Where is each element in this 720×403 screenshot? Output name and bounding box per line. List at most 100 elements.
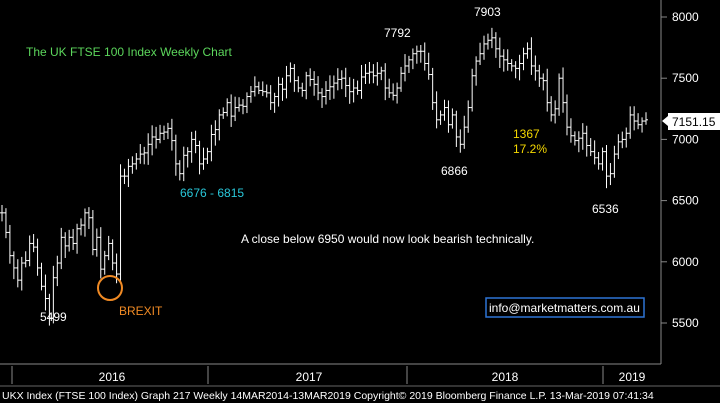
price-bar [63,232,68,259]
x-label-2018: 2018 [492,370,519,384]
price-bar [146,133,151,165]
price-bar [233,96,238,122]
x-axis-period-labels: 2016 2017 2018 2019 [11,366,646,384]
price-bar [446,100,451,133]
y-tick-label: 6500 [672,194,699,208]
price-bar [110,239,115,271]
price-bar [402,54,407,82]
price-bar [497,37,502,68]
price-bar [600,147,605,171]
price-bar [379,66,384,81]
price-bar [537,64,542,87]
price-bar [0,204,4,222]
price-bar [430,67,435,110]
price-bar [43,274,48,311]
price-bar [94,228,99,257]
price-bar [580,123,585,150]
x-label-2016: 2016 [99,370,126,384]
price-bar [181,146,186,182]
price-bar [509,59,514,72]
price-bar [320,88,325,108]
price-bar [126,158,131,187]
price-bar [169,118,174,151]
price-bar [98,227,103,279]
price-bar [331,75,336,99]
price-bar [557,73,562,116]
price-bar [644,112,648,125]
price-bar [363,64,368,85]
price-bar [478,42,483,65]
price-bar [470,68,475,112]
price-bar [75,223,80,254]
price-bar [209,124,214,162]
price-bar [387,78,392,98]
price-bar [513,61,518,79]
price-bar [568,118,573,143]
price-bar [276,76,281,107]
price-bar [280,77,285,101]
price-bar [395,82,400,104]
price-bar [201,147,206,170]
annotation-range: 6676 - 6815 [180,186,244,200]
price-bar [268,85,273,110]
annotation-bearish-note: A close below 6950 would now look bearis… [241,232,534,246]
price-bar [339,70,344,90]
price-bar [244,92,249,114]
price-bar [636,113,641,130]
price-bar [399,66,404,92]
price-bar [292,64,297,92]
price-bar [549,96,554,122]
price-bar [304,71,309,100]
price-bar [561,67,566,113]
price-bar [553,100,558,124]
price-bar [391,83,396,101]
price-bar [624,127,629,148]
price-bar [485,33,490,50]
price-bar [525,42,530,59]
price-bar [252,76,257,97]
price-bar [462,115,467,149]
price-bar [359,64,364,99]
price-bar [237,97,242,112]
price-bar [529,37,534,75]
price-bar [608,163,613,186]
price-bar [596,151,601,170]
price-bar [165,122,170,140]
price-bar [517,54,522,81]
price-bar [106,235,111,261]
price-bar [347,77,352,104]
price-bar [482,35,487,60]
price-bar [67,229,72,252]
price-bar [11,251,16,280]
price-bar [59,227,64,270]
price-bar [173,134,178,176]
annotation-low-6536: 6536 [592,202,619,216]
price-bar [572,131,577,146]
price-bar [158,124,163,144]
price-bar [533,55,538,81]
price-bar [343,67,348,98]
price-bar [474,56,479,86]
price-bar [312,71,317,96]
price-bar [221,107,226,119]
price-bar [489,27,494,49]
price-bar [27,235,32,267]
last-price-box [668,113,720,130]
price-bar [272,92,277,113]
brexit-circle [97,275,123,301]
price-bar [640,117,645,133]
price-bar [205,147,210,164]
price-bar [545,68,550,112]
price-bar [375,62,380,86]
price-bar [458,129,463,153]
y-tick-label: 7000 [672,132,699,146]
price-bar [296,76,301,93]
last-price-label: 7151.15 [672,115,716,129]
price-bar [426,52,431,80]
annotation-brexit: BREXIT [119,304,163,318]
price-bar [327,75,332,100]
email-text[interactable]: info@marketmatters.com.au [489,301,640,315]
price-bar [284,65,289,99]
price-bar [288,62,293,83]
price-bar [7,224,12,264]
